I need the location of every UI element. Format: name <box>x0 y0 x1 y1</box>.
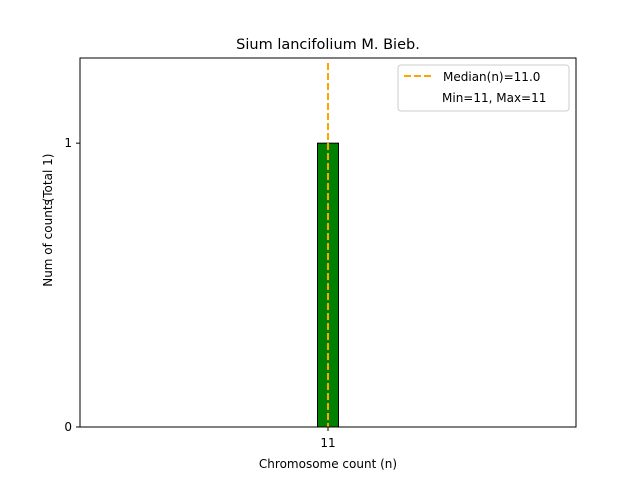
legend-box <box>397 64 570 112</box>
legend-median-label: Median(n)=11.0 <box>443 70 540 84</box>
chart-title: Sium lancifolium M. Bieb. <box>236 37 420 53</box>
legend: Median(n)=11.0 Min=11, Max=11 <box>397 64 570 112</box>
y-axis-total-label: (Total 1) <box>41 154 55 203</box>
legend-minmax-label: Min=11, Max=11 <box>442 91 546 105</box>
y-tick-label: 0 <box>64 420 72 434</box>
y-axis-label: Num of counts <box>41 199 55 287</box>
x-tick-label: 11 <box>320 436 335 450</box>
x-axis-label: Chromosome count (n) <box>259 457 397 471</box>
y-tick-label: 1 <box>64 136 72 150</box>
